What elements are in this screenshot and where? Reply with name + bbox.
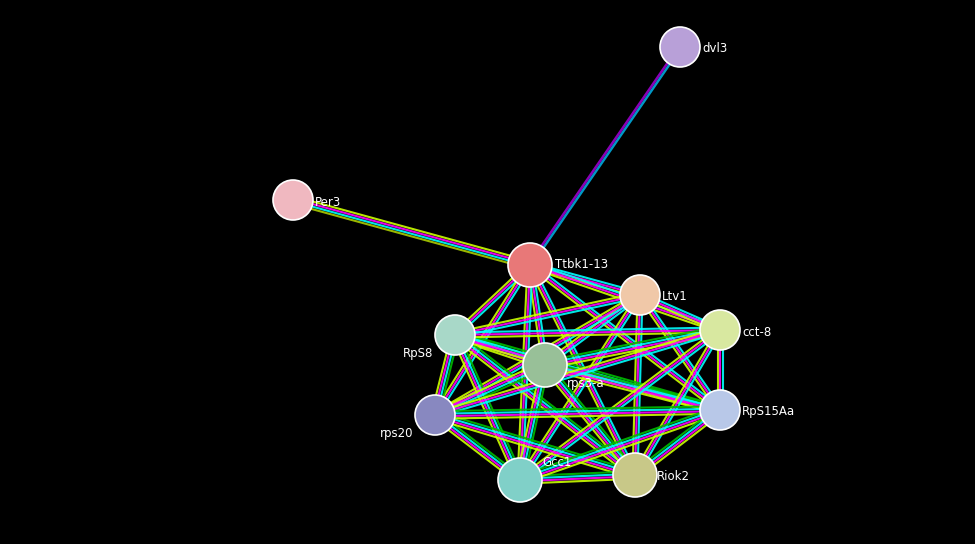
Circle shape — [613, 453, 657, 497]
Circle shape — [435, 315, 475, 355]
Text: Ttbk1-13: Ttbk1-13 — [555, 258, 608, 271]
Text: RpS15Aa: RpS15Aa — [742, 405, 796, 418]
Text: Gcc1: Gcc1 — [542, 455, 571, 468]
Circle shape — [415, 395, 455, 435]
Circle shape — [273, 180, 313, 220]
Text: rps20: rps20 — [379, 426, 413, 440]
Circle shape — [523, 343, 567, 387]
Text: rps3-a: rps3-a — [567, 376, 604, 390]
Circle shape — [508, 243, 552, 287]
Text: Per3: Per3 — [315, 195, 341, 208]
Text: Ltv1: Ltv1 — [662, 290, 687, 304]
Text: Riok2: Riok2 — [657, 471, 690, 484]
Text: RpS8: RpS8 — [403, 347, 433, 360]
Text: cct-8: cct-8 — [742, 325, 771, 338]
Text: dvl3: dvl3 — [702, 42, 727, 55]
Circle shape — [498, 458, 542, 502]
Circle shape — [620, 275, 660, 315]
Circle shape — [700, 310, 740, 350]
Circle shape — [700, 390, 740, 430]
Circle shape — [660, 27, 700, 67]
